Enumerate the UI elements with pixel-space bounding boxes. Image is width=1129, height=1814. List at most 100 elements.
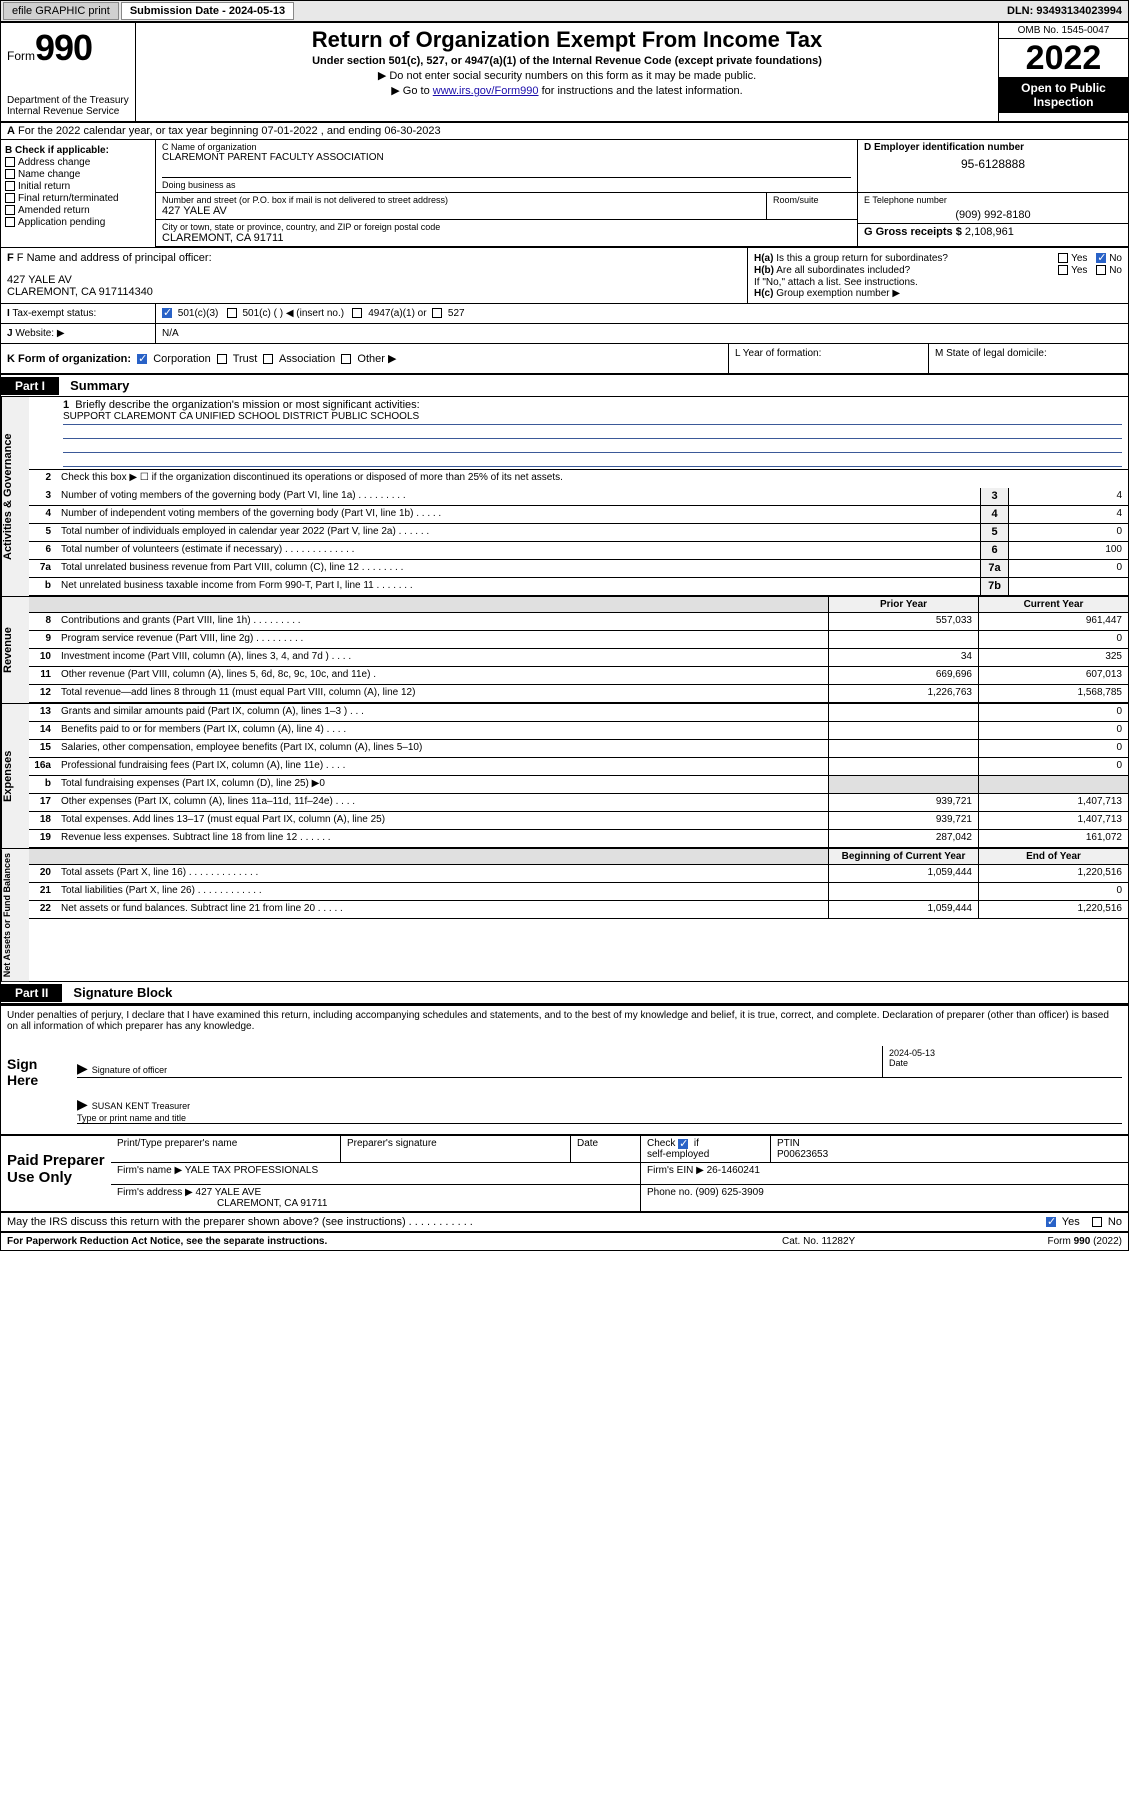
gov-line-7a: 7aTotal unrelated business revenue from … bbox=[29, 560, 1128, 578]
row-i: I Tax-exempt status: 501(c)(3) 501(c) ( … bbox=[1, 304, 1128, 324]
address-cell: Number and street (or P.O. box if mail i… bbox=[156, 193, 858, 246]
section-b-through-g: B Check if applicable: Address change Na… bbox=[1, 140, 1128, 248]
mission-blank-3 bbox=[63, 453, 1122, 467]
f-label: F Name and address of principal officer: bbox=[17, 252, 212, 264]
ha-yes[interactable] bbox=[1058, 253, 1068, 263]
checkbox-amended-return[interactable] bbox=[5, 205, 15, 215]
row-k-l-m: K Form of organization: Corporation Trus… bbox=[1, 344, 1128, 375]
sig-date-value: 2024-05-13 bbox=[889, 1048, 1116, 1058]
j-value: N/A bbox=[156, 324, 1128, 343]
chk-corp[interactable] bbox=[137, 354, 147, 364]
i-o4: 527 bbox=[448, 308, 465, 319]
line-18: 18Total expenses. Add lines 13–17 (must … bbox=[29, 812, 1128, 830]
form-number: 990 bbox=[35, 27, 92, 68]
checkbox-app-pending[interactable] bbox=[5, 217, 15, 227]
gov-line-5: 5Total number of individuals employed in… bbox=[29, 524, 1128, 542]
may-discuss-text: May the IRS discuss this return with the… bbox=[7, 1216, 1040, 1228]
firm-ein-label: Firm's EIN ▶ bbox=[647, 1165, 704, 1176]
ein-value: 95-6128888 bbox=[864, 157, 1122, 171]
c-name-label: C Name of organization bbox=[162, 142, 851, 152]
hb-text: Are all subordinates included? bbox=[776, 265, 910, 276]
declaration-text: Under penalties of perjury, I declare th… bbox=[1, 1004, 1128, 1036]
subtitle-2: ▶ Do not enter social security numbers o… bbox=[144, 69, 990, 82]
goto-pre: ▶ Go to bbox=[391, 85, 432, 97]
part-1-title: Summary bbox=[62, 375, 137, 396]
i-o1: 501(c)(3) bbox=[178, 308, 219, 319]
ha-no[interactable] bbox=[1096, 253, 1106, 263]
phone-label: Phone no. bbox=[647, 1187, 693, 1198]
org-name: CLAREMONT PARENT FACULTY ASSOCIATION bbox=[162, 152, 851, 163]
efile-print-button[interactable]: efile GRAPHIC print bbox=[3, 2, 119, 20]
checkbox-initial-return[interactable] bbox=[5, 181, 15, 191]
line-19: 19Revenue less expenses. Subtract line 1… bbox=[29, 830, 1128, 848]
city-value: CLAREMONT, CA 91711 bbox=[162, 232, 851, 244]
revenue-block: Revenue Prior Year Current Year 8Contrib… bbox=[1, 597, 1128, 704]
ha-text: Is this a group return for subordinates? bbox=[776, 253, 948, 264]
form990-link[interactable]: www.irs.gov/Form990 bbox=[433, 85, 539, 97]
sign-here-block: Sign Here ▶Signature of officer 2024-05-… bbox=[1, 1036, 1128, 1136]
header-title-cell: Return of Organization Exempt From Incom… bbox=[136, 23, 998, 121]
form-990-page: Form990 Department of the Treasury Inter… bbox=[0, 22, 1129, 1251]
top-toolbar: efile GRAPHIC print Submission Date - 20… bbox=[0, 0, 1129, 22]
b-opt-1: Name change bbox=[18, 169, 80, 180]
tel-value: (909) 992-8180 bbox=[864, 209, 1122, 221]
chk-other[interactable] bbox=[341, 354, 351, 364]
hb-yes[interactable] bbox=[1058, 265, 1068, 275]
line-15: 15Salaries, other compensation, employee… bbox=[29, 740, 1128, 758]
hdr-current-year: Current Year bbox=[978, 597, 1128, 612]
e-g-cell: E Telephone number (909) 992-8180 G Gros… bbox=[858, 193, 1128, 246]
netassets-tab: Net Assets or Fund Balances bbox=[1, 849, 29, 981]
hdr-end-year: End of Year bbox=[978, 849, 1128, 864]
l2-text: Check this box ▶ ☐ if the organization d… bbox=[57, 470, 1128, 488]
hc-label: Group exemption number ▶ bbox=[776, 288, 900, 299]
chk-527[interactable] bbox=[432, 308, 442, 318]
cat-no: Cat. No. 11282Y bbox=[782, 1236, 982, 1247]
gov-line-4: 4Number of independent voting members of… bbox=[29, 506, 1128, 524]
hb-no[interactable] bbox=[1096, 265, 1106, 275]
k-o4: Other ▶ bbox=[357, 353, 396, 365]
line-1-mission: 1 Briefly describe the organization's mi… bbox=[29, 397, 1128, 470]
checkbox-final-return[interactable] bbox=[5, 193, 15, 203]
k-o2: Trust bbox=[233, 353, 258, 365]
checkbox-name-change[interactable] bbox=[5, 169, 15, 179]
chk-501c[interactable] bbox=[227, 308, 237, 318]
mission-text: SUPPORT CLAREMONT CA UNIFIED SCHOOL DIST… bbox=[63, 411, 1122, 425]
paid-preparer-block: Paid Preparer Use Only Print/Type prepar… bbox=[1, 1136, 1128, 1213]
na-col-headers: Beginning of Current Year End of Year bbox=[29, 849, 1128, 865]
form-word: Form bbox=[7, 49, 35, 63]
row-j: J Website: ▶ N/A bbox=[1, 324, 1128, 344]
part-1-badge: Part I bbox=[1, 377, 59, 395]
b-opt-2: Initial return bbox=[18, 181, 70, 192]
ptin-value: P00623653 bbox=[777, 1149, 828, 1160]
chk-assoc[interactable] bbox=[263, 354, 273, 364]
k-o3: Association bbox=[279, 353, 335, 365]
omb-label: OMB No. 1545-0047 bbox=[999, 23, 1128, 39]
line-16a: 16aProfessional fundraising fees (Part I… bbox=[29, 758, 1128, 776]
form-page-label: Form 990 (2022) bbox=[982, 1236, 1122, 1247]
chk-trust[interactable] bbox=[217, 354, 227, 364]
header-right-cell: OMB No. 1545-0047 2022 Open to Public In… bbox=[998, 23, 1128, 121]
may-yes[interactable] bbox=[1046, 1217, 1056, 1227]
governance-tab: Activities & Governance bbox=[1, 397, 29, 596]
f-addr1: 427 YALE AV bbox=[7, 274, 741, 286]
chk-self-employed[interactable] bbox=[678, 1139, 688, 1149]
firm-name: YALE TAX PROFESSIONALS bbox=[185, 1165, 318, 1176]
gov-line-3: 3Number of voting members of the governi… bbox=[29, 488, 1128, 506]
mission-blank-2 bbox=[63, 439, 1122, 453]
ptin-label: PTIN bbox=[777, 1138, 800, 1149]
col-b-checkboxes: B Check if applicable: Address change Na… bbox=[1, 140, 156, 247]
chk-501c3[interactable] bbox=[162, 308, 172, 318]
b-opt-5: Application pending bbox=[18, 217, 105, 228]
tel-label: E Telephone number bbox=[864, 195, 1122, 205]
line-11: 11Other revenue (Part VIII, column (A), … bbox=[29, 667, 1128, 685]
expenses-tab: Expenses bbox=[1, 704, 29, 848]
gross-label: G Gross receipts $ bbox=[864, 226, 962, 238]
may-no[interactable] bbox=[1092, 1217, 1102, 1227]
checkbox-address-change[interactable] bbox=[5, 157, 15, 167]
subtitle-1: Under section 501(c), 527, or 4947(a)(1)… bbox=[144, 55, 990, 67]
line-9: 9Program service revenue (Part VIII, lin… bbox=[29, 631, 1128, 649]
paperwork-notice: For Paperwork Reduction Act Notice, see … bbox=[7, 1236, 782, 1247]
chk-4947[interactable] bbox=[352, 308, 362, 318]
may-discuss-row: May the IRS discuss this return with the… bbox=[1, 1213, 1128, 1233]
arrow-icon: ▶ bbox=[77, 1060, 88, 1076]
